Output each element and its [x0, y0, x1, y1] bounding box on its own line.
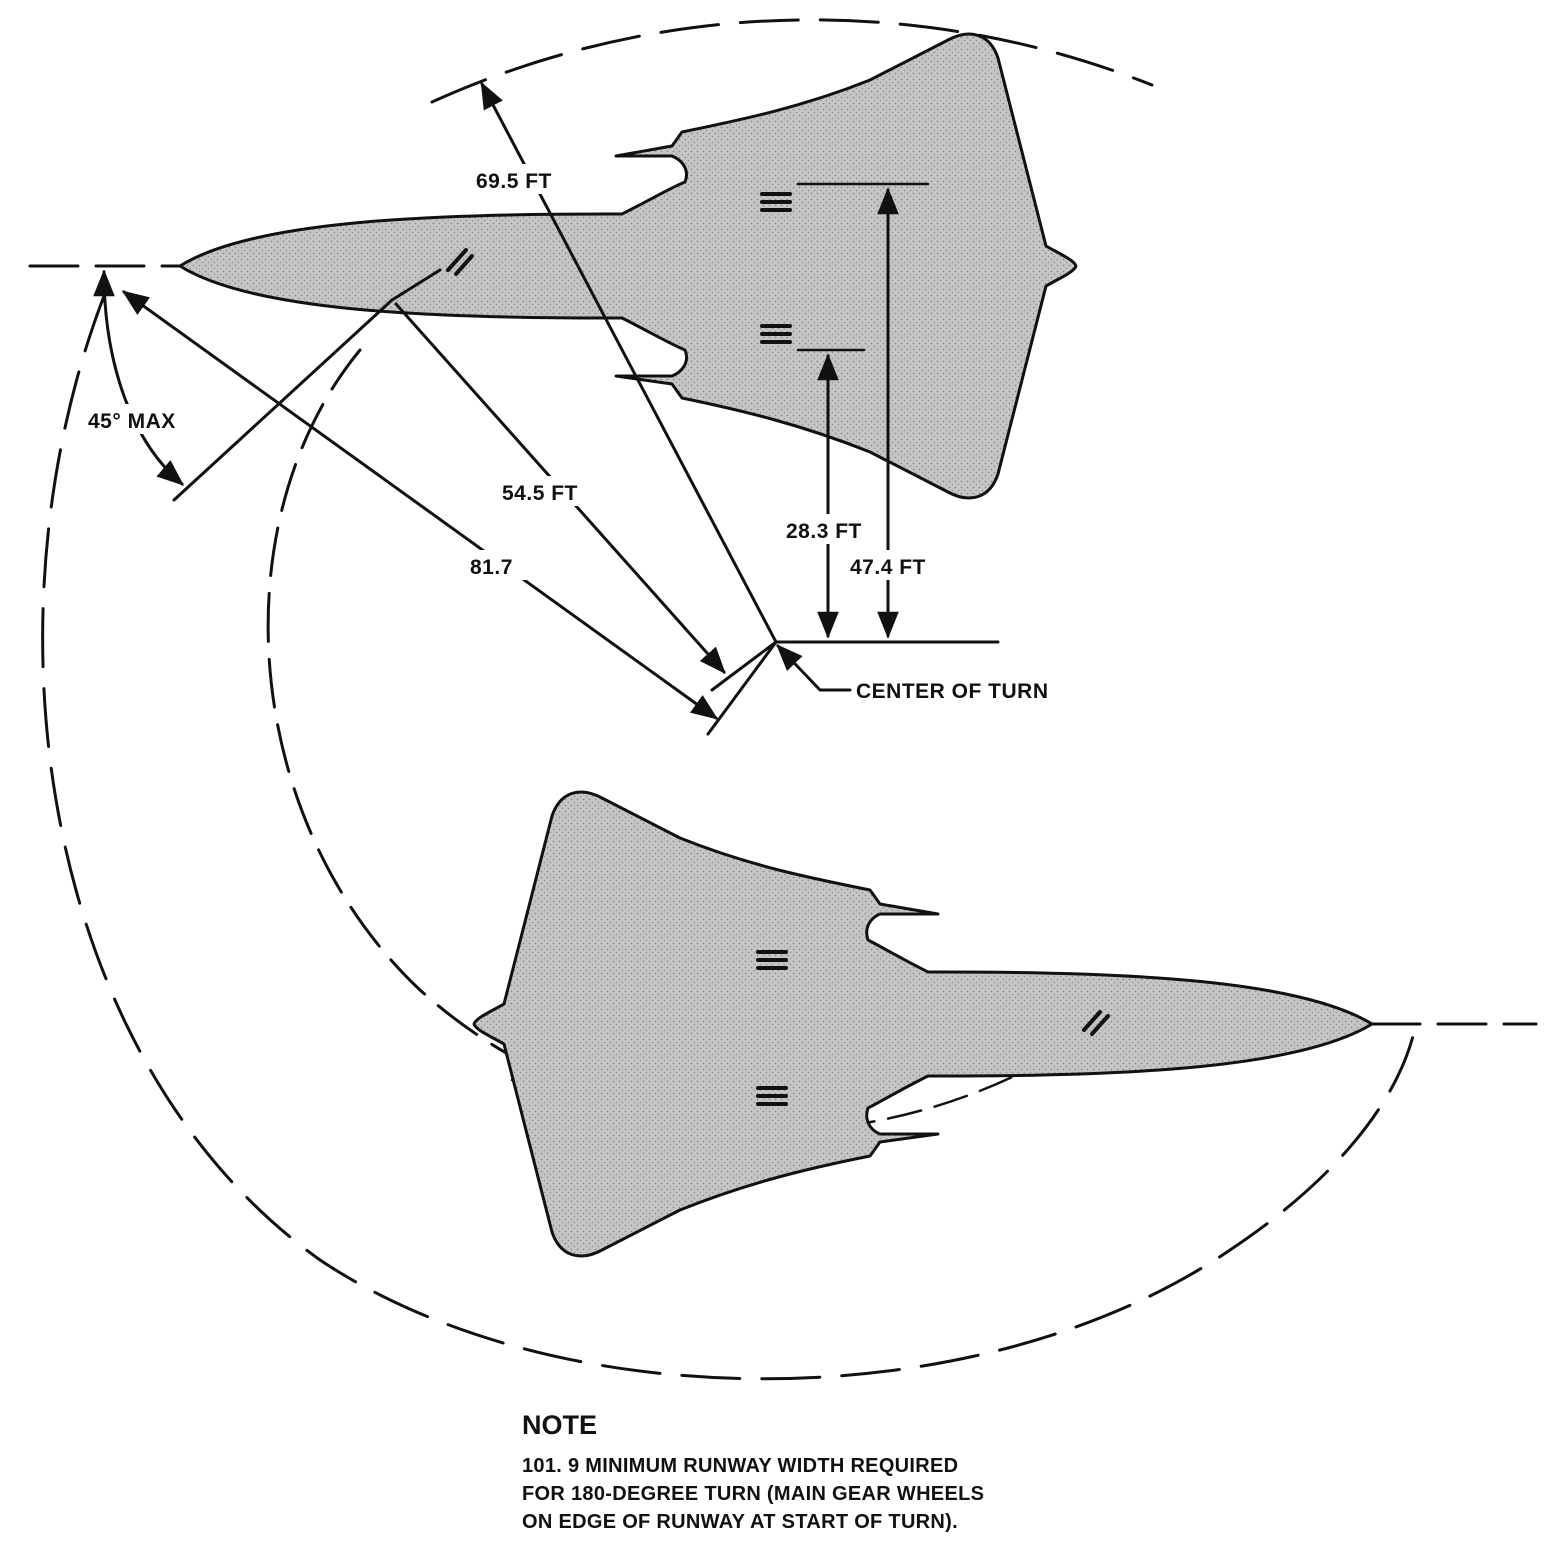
- outer-turn-arc: [41, 294, 1416, 1381]
- aircraft-end-position: [472, 790, 1374, 1258]
- note-block: NOTE 101. 9 MINIMUM RUNWAY WIDTH REQUIRE…: [522, 1410, 984, 1533]
- label-nose-gear-angle: 45° MAX: [88, 410, 176, 433]
- centerlines: [28, 264, 1538, 1026]
- nose-gear-mark-bottom: [1082, 1010, 1110, 1036]
- wingtip-turn-arc: [430, 18, 1154, 104]
- nose-gear-mark-top: [446, 248, 474, 276]
- note-line-1: 101. 9 MINIMUM RUNWAY WIDTH REQUIRED: [522, 1455, 958, 1477]
- gear-marks-top: [760, 192, 792, 344]
- label-radius-54-5: 54.5 FT: [502, 482, 578, 505]
- radius-line-81-7: [121, 290, 719, 720]
- label-radius-69-5: 69.5 FT: [476, 170, 552, 193]
- label-radius-28-3: 28.3 FT: [786, 520, 862, 543]
- gear-marks-bottom: [756, 950, 788, 1106]
- note-line-3: ON EDGE OF RUNWAY AT START OF TURN).: [522, 1511, 958, 1533]
- label-radius-47-4: 47.4 FT: [850, 556, 926, 579]
- center-of-turn-leader: [776, 644, 852, 692]
- note-line-2: FOR 180-DEGREE TURN (MAIN GEAR WHEELS: [522, 1483, 984, 1505]
- label-center-of-turn: CENTER OF TURN: [856, 680, 1049, 703]
- angle-arc: [93, 269, 185, 486]
- dimension-labels: 69.5 FT 45° MAX 54.5 FT 81.7 28.3 FT 47.…: [84, 164, 1049, 703]
- label-radius-81-7: 81.7: [470, 556, 513, 579]
- note-heading: NOTE: [522, 1410, 597, 1440]
